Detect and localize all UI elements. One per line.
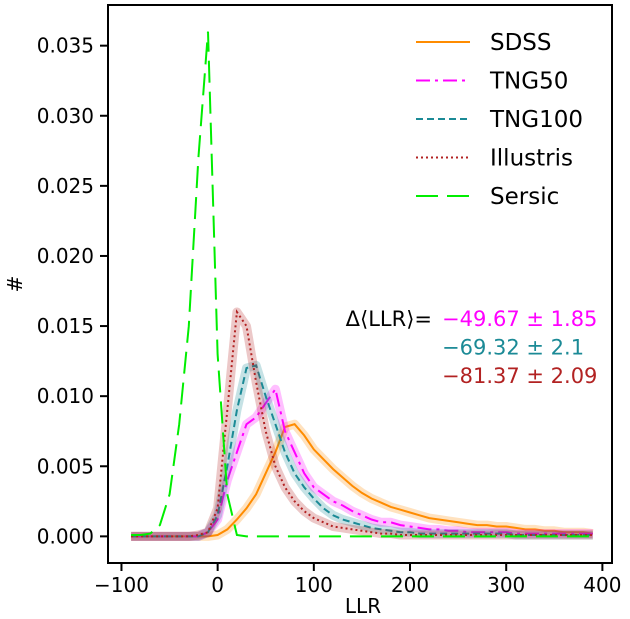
legend-label: TNG100 bbox=[489, 107, 583, 133]
legend-label: SDSS bbox=[490, 30, 552, 56]
y-tick-label: 0.015 bbox=[37, 314, 94, 338]
x-tick-label: 200 bbox=[391, 573, 429, 597]
legend-label: TNG50 bbox=[489, 69, 568, 95]
annotation: −81.37 ± 2.09 bbox=[442, 364, 597, 388]
x-tick-label: 100 bbox=[295, 573, 333, 597]
annotation-label: Δ⟨LLR⟩= bbox=[346, 307, 432, 331]
y-axis-label: # bbox=[3, 276, 27, 293]
y-tick-label: 0.030 bbox=[37, 104, 94, 128]
x-axis-label: LLR bbox=[345, 594, 381, 618]
legend-label: Illustris bbox=[490, 146, 573, 172]
y-tick-label: 0.035 bbox=[37, 34, 94, 58]
series-line bbox=[131, 364, 593, 538]
legend-label: Sersic bbox=[490, 184, 559, 210]
x-tick-label: 0 bbox=[211, 573, 224, 597]
series-line bbox=[131, 31, 593, 538]
x-tick-label: 400 bbox=[583, 573, 621, 597]
series-band bbox=[131, 384, 593, 541]
annotation: −69.32 ± 2.1 bbox=[442, 336, 584, 360]
x-tick-label: −100 bbox=[94, 573, 149, 597]
series-line bbox=[131, 423, 593, 538]
series-line bbox=[131, 309, 593, 538]
plot-frame bbox=[107, 4, 613, 564]
annotation: −49.67 ± 1.85 bbox=[442, 307, 597, 331]
y-tick-label: 0.000 bbox=[37, 524, 94, 548]
y-tick-label: 0.010 bbox=[37, 384, 94, 408]
x-tick-label: 300 bbox=[487, 573, 525, 597]
y-tick-label: 0.020 bbox=[37, 244, 94, 268]
y-tick-label: 0.005 bbox=[37, 454, 94, 478]
y-tick-label: 0.025 bbox=[37, 174, 94, 198]
